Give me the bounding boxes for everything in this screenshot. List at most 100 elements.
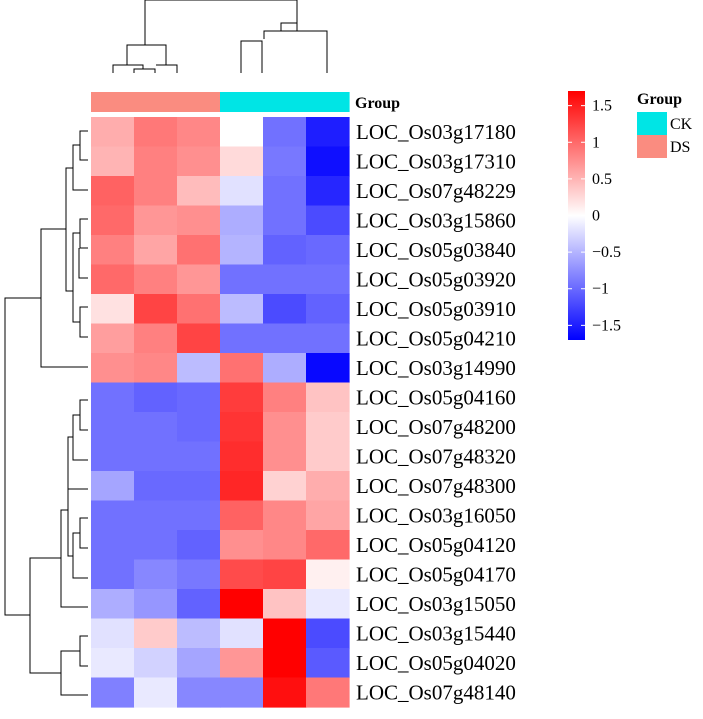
row-label: LOC_Os07g48200 bbox=[356, 415, 516, 439]
group-annotation-bar bbox=[91, 92, 350, 112]
heatmap-cell bbox=[177, 117, 221, 148]
heatmap-cell bbox=[134, 559, 178, 590]
heatmap-cell bbox=[91, 441, 135, 472]
annotation-cell bbox=[263, 92, 307, 112]
colorbar-tick-label: 0.5 bbox=[592, 171, 612, 188]
row-label: LOC_Os03g17310 bbox=[356, 149, 516, 173]
heatmap-cell bbox=[220, 530, 264, 561]
heatmap-cell bbox=[177, 530, 221, 561]
heatmap-cell bbox=[177, 589, 221, 620]
row-label: LOC_Os05g04210 bbox=[356, 326, 516, 350]
annotation-cell bbox=[91, 92, 135, 112]
group-legend: Group CK DS bbox=[637, 91, 693, 158]
heatmap-cell bbox=[91, 235, 135, 266]
heatmap-cell bbox=[306, 294, 350, 325]
row-label: LOC_Os03g17180 bbox=[356, 120, 516, 144]
row-label: LOC_Os07g48140 bbox=[356, 680, 516, 704]
heatmap-cell bbox=[134, 412, 178, 443]
heatmap-cell bbox=[177, 235, 221, 266]
heatmap-cell bbox=[306, 353, 350, 384]
heatmap-cell bbox=[91, 412, 135, 443]
heatmap-cell bbox=[91, 530, 135, 561]
heatmap-cell bbox=[134, 353, 178, 384]
colorbar-ticks: 1.5 1 0.5 0 −0.5 −1 −1.5 bbox=[568, 98, 621, 334]
heatmap-cell bbox=[177, 471, 221, 502]
heatmap-cell bbox=[177, 264, 221, 295]
heatmap-cell bbox=[263, 500, 307, 531]
heatmap-cell bbox=[220, 618, 264, 649]
heatmap-cell bbox=[177, 500, 221, 531]
heatmap-cell bbox=[91, 323, 135, 354]
heatmap-cell bbox=[177, 412, 221, 443]
heatmap-cell bbox=[306, 382, 350, 413]
heatmap-cell bbox=[91, 471, 135, 502]
annotation-cell bbox=[220, 92, 264, 112]
heatmap-cell bbox=[134, 677, 178, 708]
row-label: LOC_Os05g03840 bbox=[356, 238, 516, 262]
annotation-cell bbox=[177, 92, 221, 112]
heatmap-cell bbox=[134, 382, 178, 413]
heatmap-cell bbox=[177, 618, 221, 649]
heatmap-cell bbox=[220, 353, 264, 384]
heatmap-cell bbox=[177, 146, 221, 177]
colorbar-tick-label: −1.5 bbox=[592, 317, 621, 334]
annotation-cell bbox=[306, 92, 350, 112]
heatmap-cell bbox=[134, 205, 178, 236]
annotation-cell bbox=[134, 92, 178, 112]
row-label: LOC_Os07g48320 bbox=[356, 444, 516, 468]
heatmap-cell bbox=[263, 264, 307, 295]
colorbar bbox=[568, 91, 585, 340]
colorbar-tick-label: 1.5 bbox=[592, 98, 612, 115]
row-labels: LOC_Os03g17180 LOC_Os03g17310 LOC_Os07g482… bbox=[356, 120, 516, 705]
heatmap-cell bbox=[220, 559, 264, 590]
heatmap-cell bbox=[220, 264, 264, 295]
row-label: LOC_Os05g04170 bbox=[356, 562, 516, 586]
heatmap-cell bbox=[177, 559, 221, 590]
heatmap-cell bbox=[306, 117, 350, 148]
heatmap-cell bbox=[134, 648, 178, 679]
heatmap-cell bbox=[134, 618, 178, 649]
heatmap-cell bbox=[263, 382, 307, 413]
heatmap-cell bbox=[91, 500, 135, 531]
colorbar-tick-label: −0.5 bbox=[592, 244, 621, 261]
heatmap-cell bbox=[263, 589, 307, 620]
heatmap-cell bbox=[220, 500, 264, 531]
heatmap-cell bbox=[220, 382, 264, 413]
heatmap-cell bbox=[134, 264, 178, 295]
heatmap-cell bbox=[306, 323, 350, 354]
heatmap-cell bbox=[134, 235, 178, 266]
heatmap-cell bbox=[306, 618, 350, 649]
heatmap-cell bbox=[263, 618, 307, 649]
heatmap-cell bbox=[263, 471, 307, 502]
row-label: LOC_Os03g15860 bbox=[356, 208, 516, 232]
heatmap-cell bbox=[306, 235, 350, 266]
legend-swatch bbox=[637, 112, 667, 135]
heatmap-cell bbox=[177, 382, 221, 413]
heatmap-cell bbox=[91, 559, 135, 590]
heatmap-cell bbox=[177, 176, 221, 207]
heatmap-cell bbox=[306, 648, 350, 679]
heatmap-cell bbox=[263, 294, 307, 325]
row-label: LOC_Os03g14990 bbox=[356, 356, 516, 380]
heatmap-cell bbox=[177, 441, 221, 472]
heatmap-cell bbox=[91, 176, 135, 207]
heatmap-cell bbox=[177, 323, 221, 354]
heatmap-cell bbox=[134, 441, 178, 472]
heatmap-cell bbox=[263, 205, 307, 236]
heatmap-cell bbox=[306, 146, 350, 177]
heatmap-cell bbox=[220, 205, 264, 236]
heatmap-cell bbox=[91, 589, 135, 620]
heatmap-cell bbox=[263, 559, 307, 590]
row-label: LOC_Os07g48229 bbox=[356, 179, 516, 203]
colorbar-tick-label: 1 bbox=[592, 134, 600, 151]
heatmap-cell bbox=[306, 500, 350, 531]
row-label: LOC_Os05g03920 bbox=[356, 267, 516, 291]
colorbar-tick-label: 0 bbox=[592, 208, 600, 225]
heatmap-cell bbox=[134, 471, 178, 502]
heatmap-cell bbox=[306, 589, 350, 620]
heatmap-cell bbox=[91, 294, 135, 325]
heatmap-cell bbox=[220, 471, 264, 502]
row-label: LOC_Os03g15050 bbox=[356, 592, 516, 616]
heatmap-cell bbox=[91, 382, 135, 413]
